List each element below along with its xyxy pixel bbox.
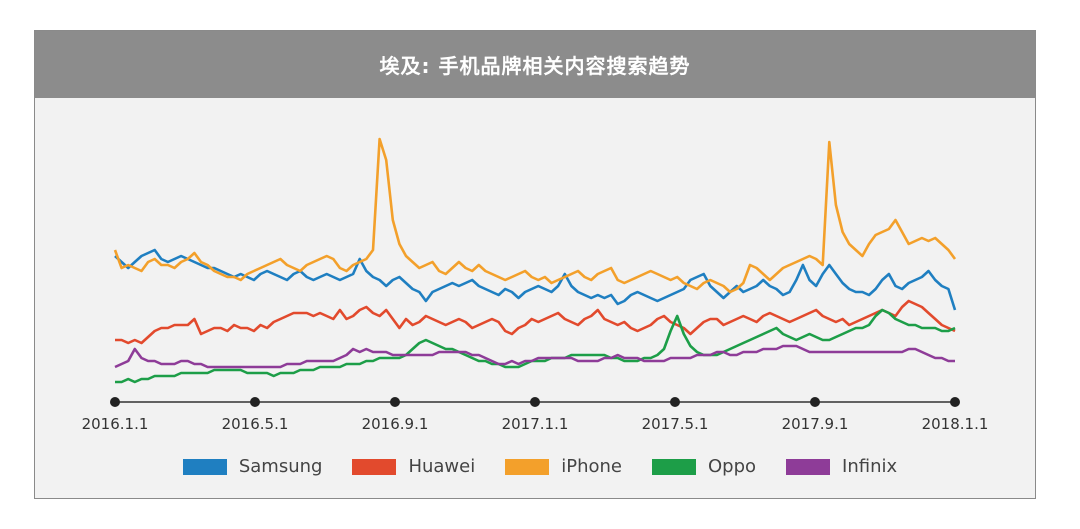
- x-tick-dot: [670, 397, 680, 407]
- x-tick-dot: [950, 397, 960, 407]
- legend-swatch-samsung: [182, 458, 227, 475]
- x-tick-label: 2018.1.1: [922, 415, 989, 433]
- legend-item-infinix: Infinix: [786, 456, 897, 477]
- x-tick-label: 2017.9.1: [782, 415, 849, 433]
- x-tick-dot: [390, 397, 400, 407]
- legend-swatch-huawei: [352, 458, 397, 475]
- x-tick-label: 2016.5.1: [222, 415, 289, 433]
- x-tick-dot: [530, 397, 540, 407]
- legend-label-samsung: Samsung: [238, 456, 323, 477]
- legend-label-oppo: Oppo: [708, 456, 757, 477]
- legend-swatch-infinix: [786, 458, 831, 475]
- series-line-oppo: [115, 308, 956, 384]
- series-line-iphone: [113, 137, 957, 294]
- series-line-huawei: [115, 299, 956, 345]
- legend-item-oppo: Oppo: [652, 456, 756, 477]
- x-tick-label: 2016.1.1: [82, 415, 149, 433]
- x-tick-dot: [810, 397, 820, 407]
- legend-swatch-iphone: [505, 458, 550, 475]
- series-line-infinix: [114, 344, 955, 369]
- legend-label-iphone: iPhone: [561, 456, 622, 477]
- legend-item-iphone: iPhone: [505, 456, 622, 477]
- series-line-samsung: [114, 248, 957, 311]
- chart-title: 埃及: 手机品牌相关内容搜索趋势: [35, 31, 1035, 98]
- legend-label-infinix: Infinix: [842, 456, 898, 477]
- legend-label-huawei: Huawei: [408, 456, 476, 477]
- legend-swatch-oppo: [652, 458, 696, 475]
- legend: Samsung Huawei iPhone Oppo Infinix: [0, 456, 1080, 477]
- x-tick-label: 2017.5.1: [642, 415, 709, 433]
- legend-item-samsung: Samsung: [182, 456, 323, 477]
- x-tick-label: 2016.9.1: [362, 415, 429, 433]
- x-tick-label: 2017.1.1: [502, 415, 569, 433]
- legend-item-huawei: Huawei: [352, 456, 475, 477]
- x-tick-dot: [250, 397, 260, 407]
- x-tick-dot: [110, 397, 120, 407]
